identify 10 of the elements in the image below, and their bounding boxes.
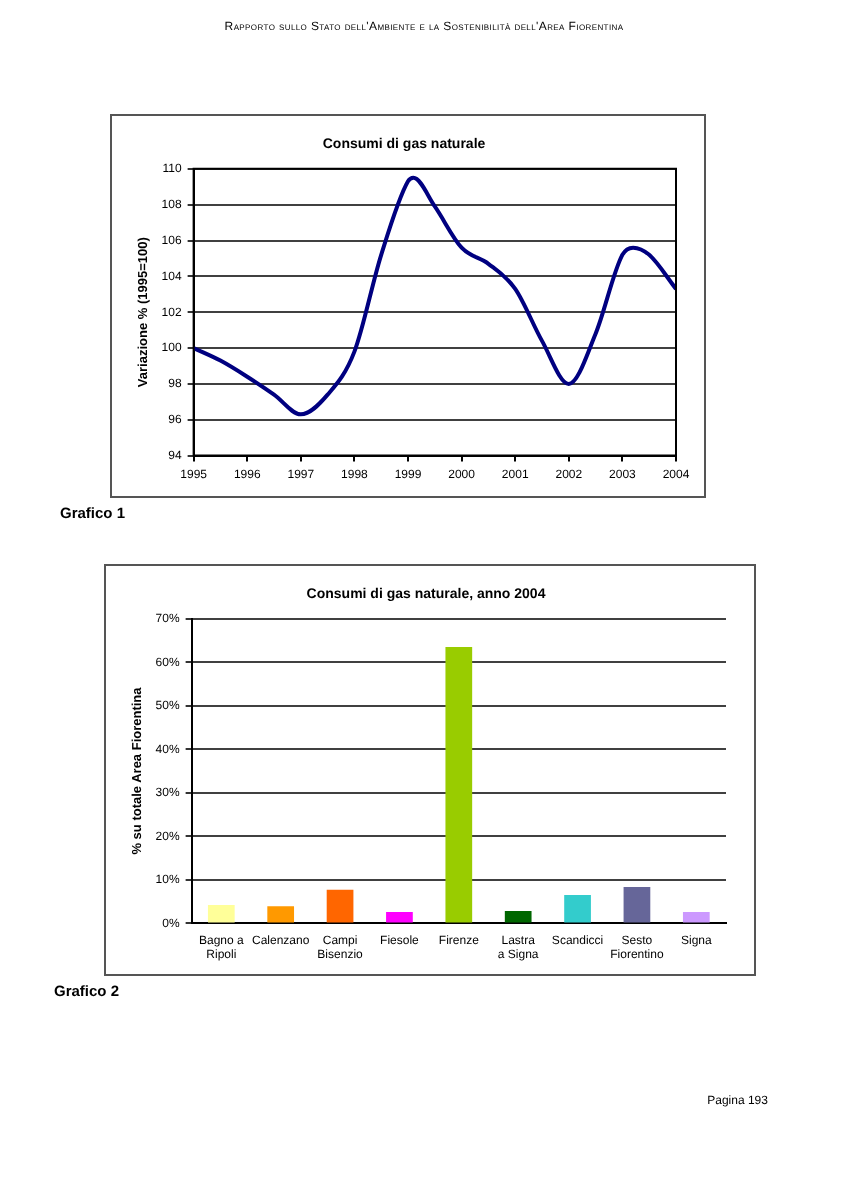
bar [326, 889, 354, 923]
bar [386, 911, 413, 923]
bar [207, 904, 235, 923]
bar [564, 894, 591, 923]
bar [623, 887, 651, 923]
bar [267, 906, 295, 923]
line-series [193, 175, 676, 417]
bar [445, 647, 473, 923]
bar [504, 911, 532, 923]
bar [682, 911, 710, 923]
